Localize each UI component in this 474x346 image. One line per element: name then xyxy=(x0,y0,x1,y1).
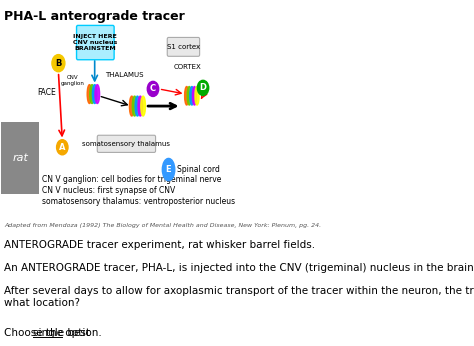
Text: D: D xyxy=(200,83,207,92)
Ellipse shape xyxy=(95,85,100,103)
FancyBboxPatch shape xyxy=(1,121,39,194)
Text: ANTEROGRADE tracer experiment, rat whisker barrel fields.: ANTEROGRADE tracer experiment, rat whisk… xyxy=(4,240,315,250)
FancyBboxPatch shape xyxy=(97,135,155,152)
Ellipse shape xyxy=(92,85,97,103)
Text: somatosensory thalamus: somatosensory thalamus xyxy=(82,141,170,147)
Ellipse shape xyxy=(135,96,140,116)
Ellipse shape xyxy=(184,86,189,105)
Text: Adapted from Mendoza (1992) The Biology of Mental Health and Disease, New York: : Adapted from Mendoza (1992) The Biology … xyxy=(4,223,321,228)
Text: CN V ganglion: cell bodies for trigeminal nerve: CN V ganglion: cell bodies for trigemina… xyxy=(42,175,221,184)
Ellipse shape xyxy=(162,158,175,181)
Text: somatosensory thalamus: ventroposterior nucleus: somatosensory thalamus: ventroposterior … xyxy=(42,197,235,206)
Ellipse shape xyxy=(187,86,191,105)
Text: A: A xyxy=(59,143,65,152)
Text: PHA-L anterograde tracer: PHA-L anterograde tracer xyxy=(4,10,185,23)
Text: CNV
ganglion: CNV ganglion xyxy=(61,75,84,86)
Text: CN V nucleus: first synapse of CNV: CN V nucleus: first synapse of CNV xyxy=(42,186,175,195)
Text: E: E xyxy=(166,165,172,174)
Ellipse shape xyxy=(90,85,94,103)
Text: option.: option. xyxy=(62,328,101,338)
Text: An ANTEROGRADE tracer, PHA-L, is injected into the CNV (trigeminal) nucleus in t: An ANTEROGRADE tracer, PHA-L, is injecte… xyxy=(4,263,474,273)
Text: THALAMUS: THALAMUS xyxy=(105,72,144,78)
Text: S1 cortex: S1 cortex xyxy=(167,44,200,50)
Text: Spinal cord: Spinal cord xyxy=(177,165,219,174)
Ellipse shape xyxy=(141,96,146,116)
Ellipse shape xyxy=(129,96,134,116)
Circle shape xyxy=(56,140,68,155)
Text: single best: single best xyxy=(33,328,90,338)
FancyBboxPatch shape xyxy=(167,37,200,56)
Ellipse shape xyxy=(195,86,199,105)
Ellipse shape xyxy=(192,86,197,105)
Ellipse shape xyxy=(190,86,194,105)
Ellipse shape xyxy=(138,96,143,116)
Ellipse shape xyxy=(87,85,92,103)
Text: After several days to allow for axoplasmic transport of the tracer within the ne: After several days to allow for axoplasm… xyxy=(4,286,474,308)
Text: INJECT HERE
CNV nucleus
BRAINSTEM: INJECT HERE CNV nucleus BRAINSTEM xyxy=(73,34,118,51)
Text: FACE: FACE xyxy=(37,88,56,97)
Text: C: C xyxy=(150,84,156,93)
Text: B: B xyxy=(55,59,62,68)
FancyBboxPatch shape xyxy=(76,25,114,60)
Circle shape xyxy=(52,55,65,72)
Text: Choose the: Choose the xyxy=(4,328,66,338)
Text: rat: rat xyxy=(12,153,28,163)
Circle shape xyxy=(147,81,159,97)
Text: CORTEX: CORTEX xyxy=(174,64,202,70)
Circle shape xyxy=(197,80,209,95)
Ellipse shape xyxy=(132,96,137,116)
